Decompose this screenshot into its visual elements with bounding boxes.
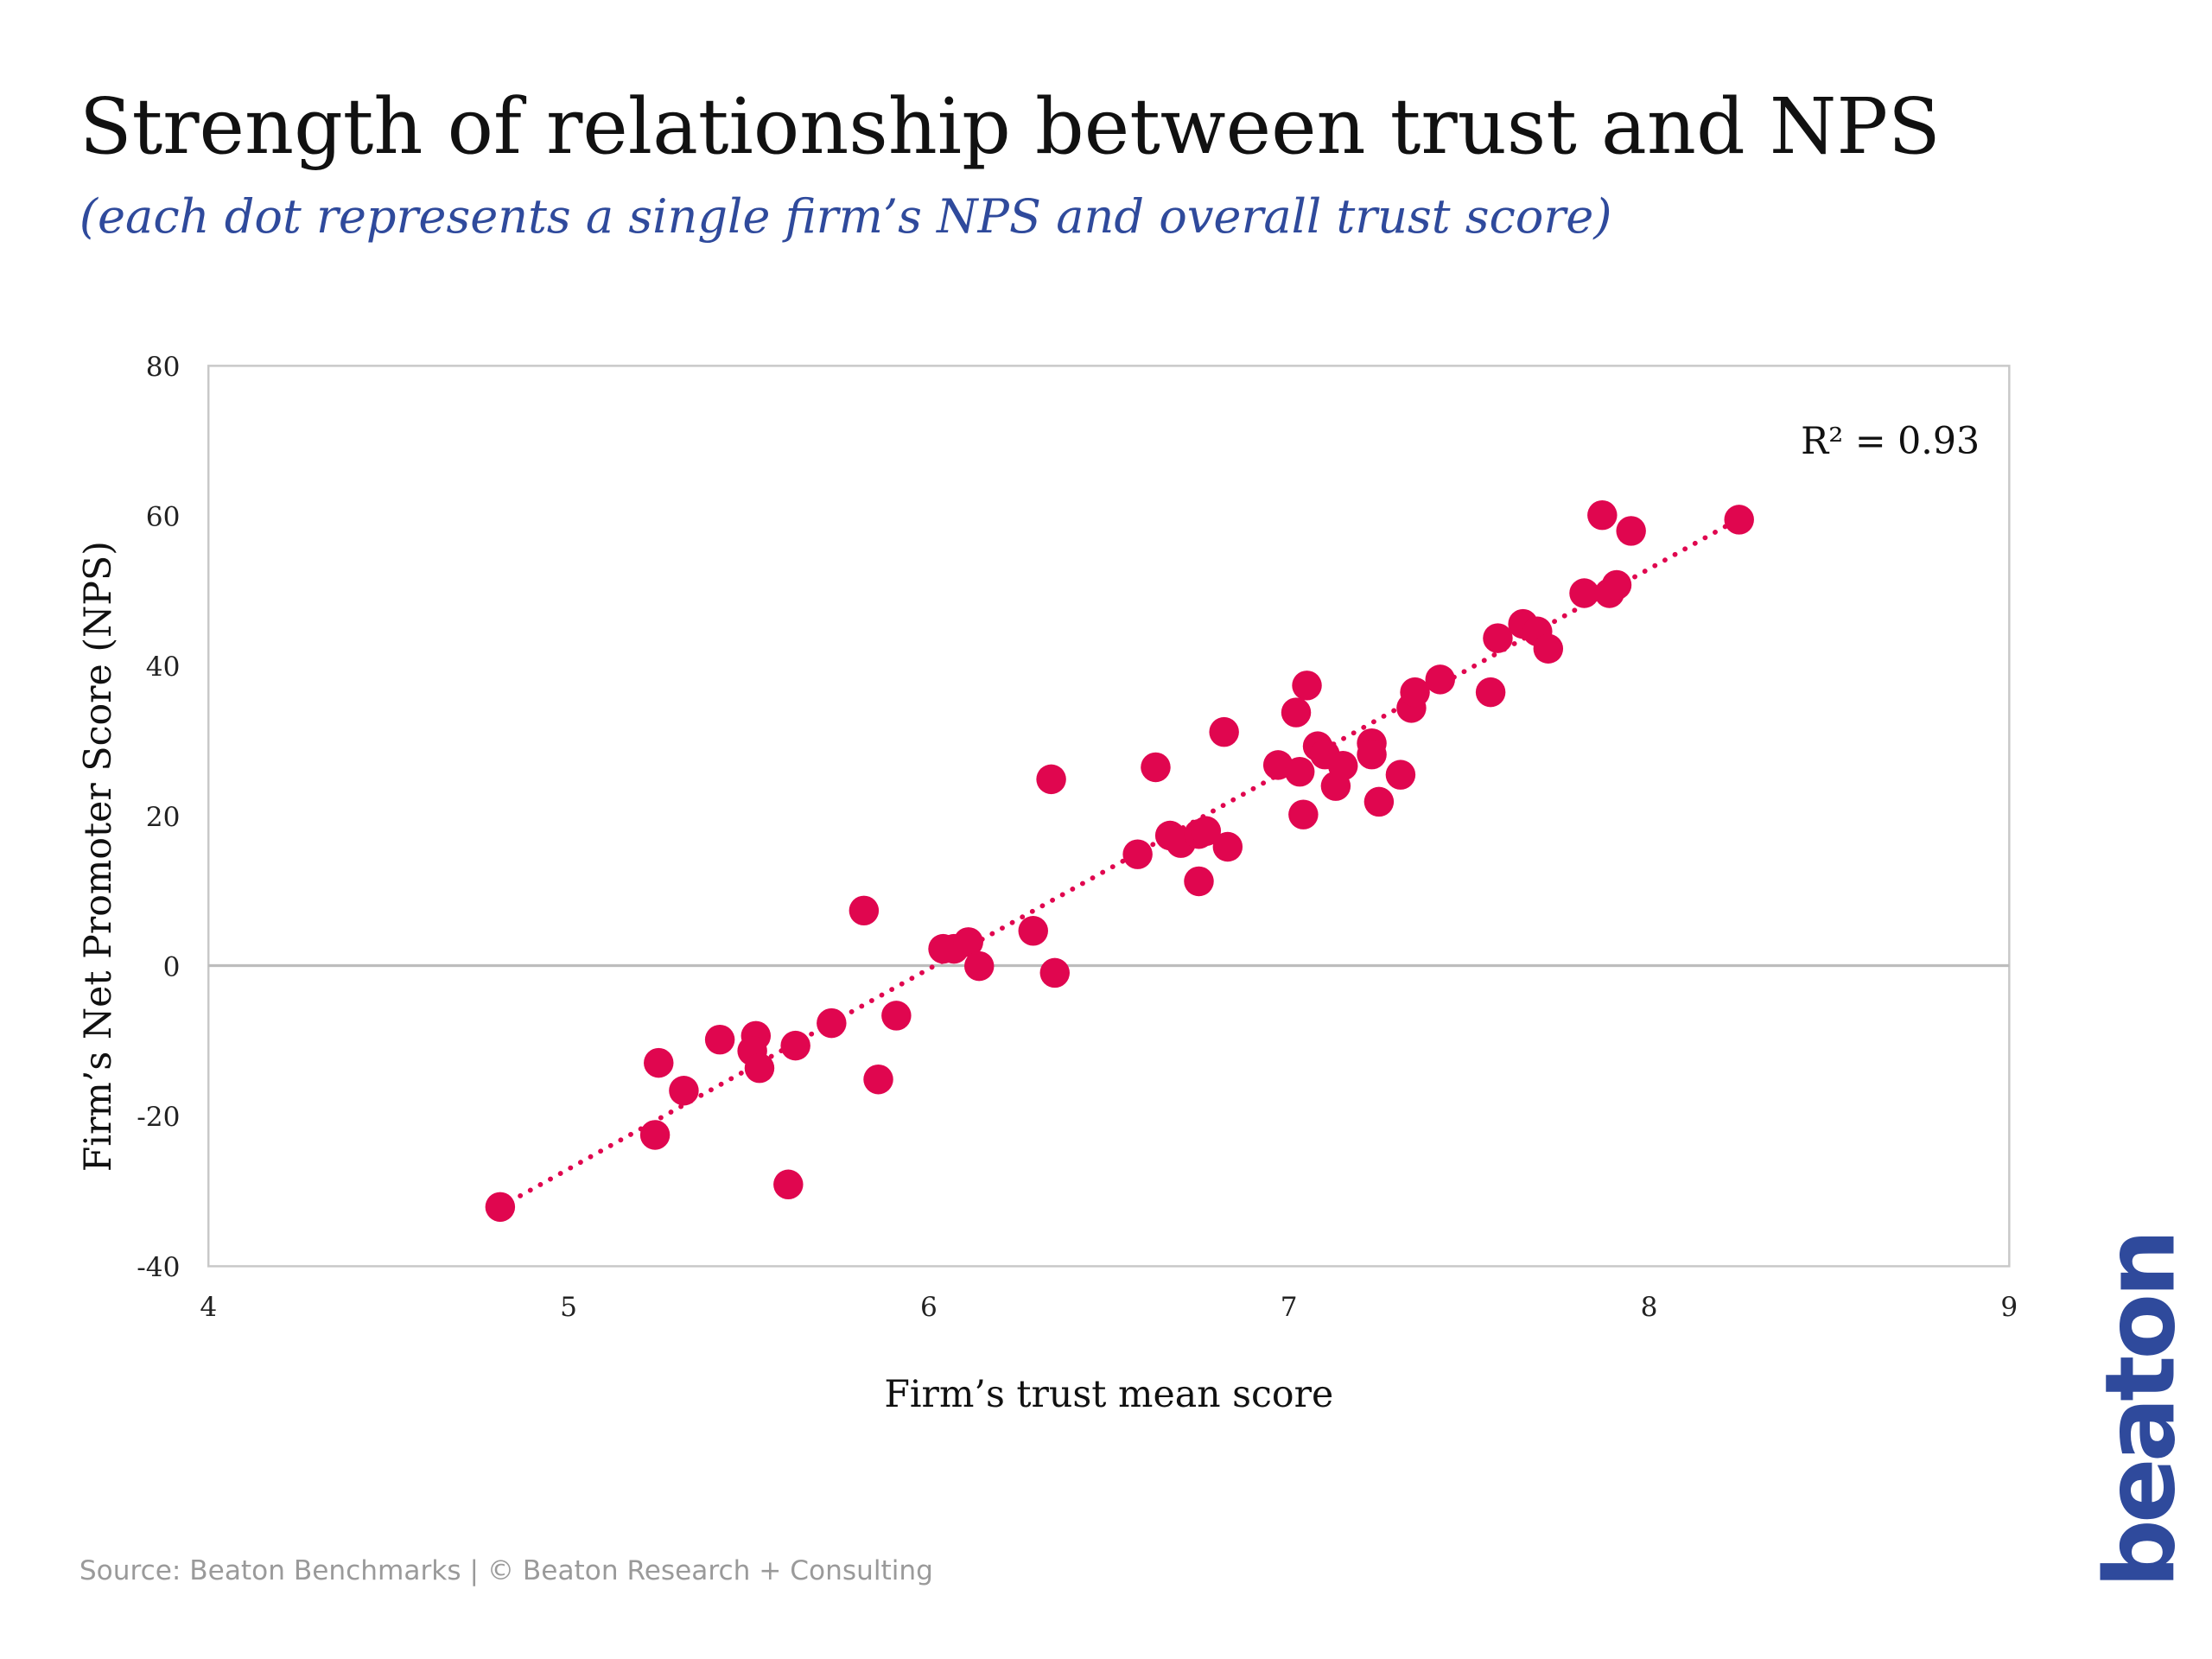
chart-subtitle: (each dot represents a single firm’s NPS… — [79, 189, 1612, 244]
x-tick-label: 7 — [1281, 1292, 1298, 1323]
x-tick-label: 5 — [560, 1292, 577, 1323]
data-point — [1212, 831, 1243, 862]
data-point — [1587, 499, 1618, 531]
plot-area — [207, 365, 2011, 1268]
data-point — [1533, 633, 1564, 664]
data-point — [1483, 623, 1513, 653]
data-point — [1385, 760, 1416, 790]
data-point — [1039, 957, 1070, 988]
y-tick-label: 40 — [146, 652, 181, 683]
data-point — [817, 1007, 847, 1039]
data-point — [780, 1030, 810, 1061]
data-point — [849, 895, 880, 926]
data-point — [1616, 516, 1646, 546]
y-tick-label: 80 — [146, 352, 181, 383]
data-point — [1357, 739, 1387, 770]
data-point — [1184, 866, 1214, 897]
x-tick-label: 8 — [1641, 1292, 1658, 1323]
data-point — [1425, 664, 1455, 695]
data-point — [1569, 578, 1599, 608]
data-point — [1209, 716, 1239, 747]
y-tick-label: 20 — [146, 802, 181, 833]
data-point — [1363, 786, 1395, 817]
data-point — [953, 927, 983, 957]
data-point — [1281, 697, 1312, 728]
r-squared-annotation: R² = 0.93 — [1801, 420, 1980, 463]
x-axis-label: Firm’s trust mean score — [884, 1373, 1333, 1416]
x-tick-label: 6 — [920, 1292, 938, 1323]
data-point — [773, 1169, 804, 1200]
data-point — [1327, 750, 1358, 781]
data-point — [644, 1047, 674, 1078]
y-tick-label: -20 — [137, 1102, 180, 1133]
data-point — [639, 1120, 671, 1150]
data-point — [704, 1024, 735, 1055]
data-point — [963, 950, 995, 982]
data-point — [1601, 569, 1632, 601]
data-point — [881, 1001, 912, 1031]
data-point — [1292, 671, 1322, 701]
y-tick-label: 60 — [146, 502, 181, 533]
y-axis-label: Firm’s Net Promoter Score (NPS) — [77, 541, 120, 1172]
source-note: Source: Beaton Benchmarks | © Beaton Res… — [79, 1555, 933, 1586]
x-tick-label: 4 — [200, 1292, 217, 1323]
data-point — [1036, 764, 1066, 795]
chart-title: Strength of relationship between trust a… — [79, 82, 1941, 171]
beaton-logo: beaton — [2085, 1233, 2197, 1588]
data-point — [669, 1076, 699, 1106]
data-point — [1288, 799, 1319, 830]
data-point — [1191, 816, 1222, 847]
data-point — [1400, 677, 1430, 708]
data-point — [1122, 839, 1153, 869]
data-point — [863, 1064, 893, 1095]
y-tick-label: 0 — [163, 952, 181, 983]
y-tick-label: -40 — [137, 1252, 180, 1283]
data-point — [485, 1192, 516, 1223]
data-point — [744, 1052, 775, 1084]
data-point — [1018, 916, 1048, 946]
data-point — [1141, 752, 1171, 783]
data-point — [1475, 677, 1506, 708]
x-tick-label: 9 — [2000, 1292, 2018, 1323]
data-point — [1724, 505, 1754, 535]
data-point — [1284, 756, 1315, 787]
